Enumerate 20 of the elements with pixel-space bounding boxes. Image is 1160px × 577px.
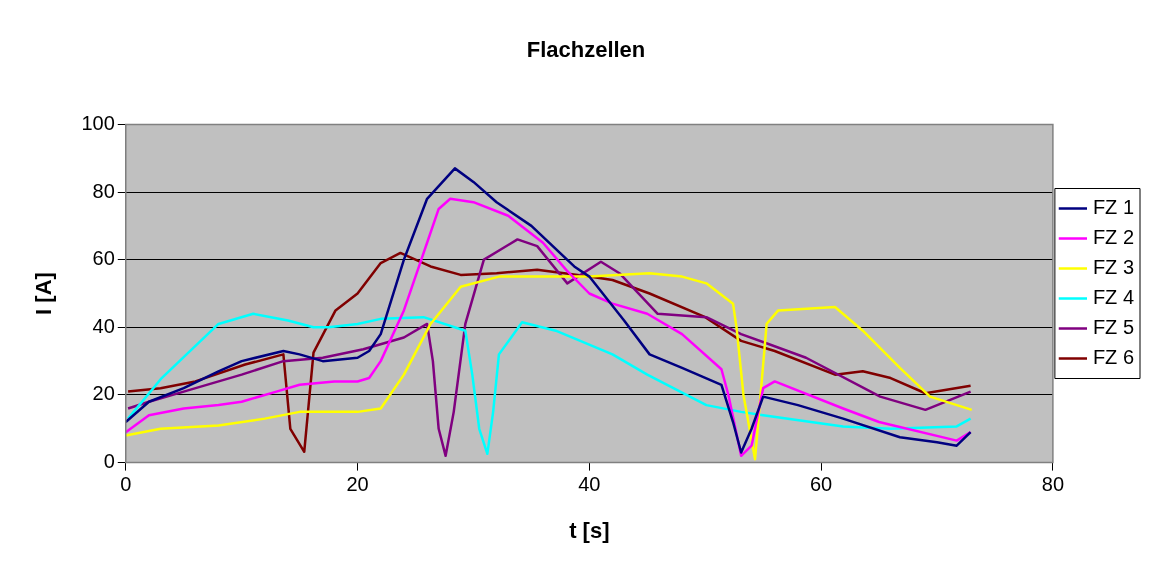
x-tick-label: 60 bbox=[809, 473, 833, 496]
chart-title: Flachzellen bbox=[526, 37, 646, 63]
y-axis-title: I [A] bbox=[31, 272, 57, 315]
y-tick-label: 100 bbox=[81, 111, 115, 134]
legend-label: FZ 3 bbox=[1092, 256, 1135, 279]
x-tick-label: 40 bbox=[578, 473, 601, 496]
legend-label: FZ 4 bbox=[1092, 286, 1135, 309]
y-tick-label: 60 bbox=[92, 247, 115, 270]
legend-label: FZ 2 bbox=[1092, 226, 1135, 249]
y-tick-label: 80 bbox=[92, 179, 115, 202]
x-tick-label: 80 bbox=[1041, 473, 1065, 496]
legend-label: FZ 6 bbox=[1092, 346, 1135, 369]
y-tick-label: 20 bbox=[92, 382, 115, 405]
y-tick-label: 40 bbox=[92, 314, 115, 337]
x-tick-label: 20 bbox=[346, 473, 369, 496]
x-tick-label: 0 bbox=[120, 473, 132, 496]
y-tick-label: 0 bbox=[103, 450, 115, 473]
legend-label: FZ 1 bbox=[1092, 196, 1135, 219]
legend-label: FZ 5 bbox=[1092, 316, 1135, 339]
x-axis-title: t [s] bbox=[569, 517, 610, 543]
